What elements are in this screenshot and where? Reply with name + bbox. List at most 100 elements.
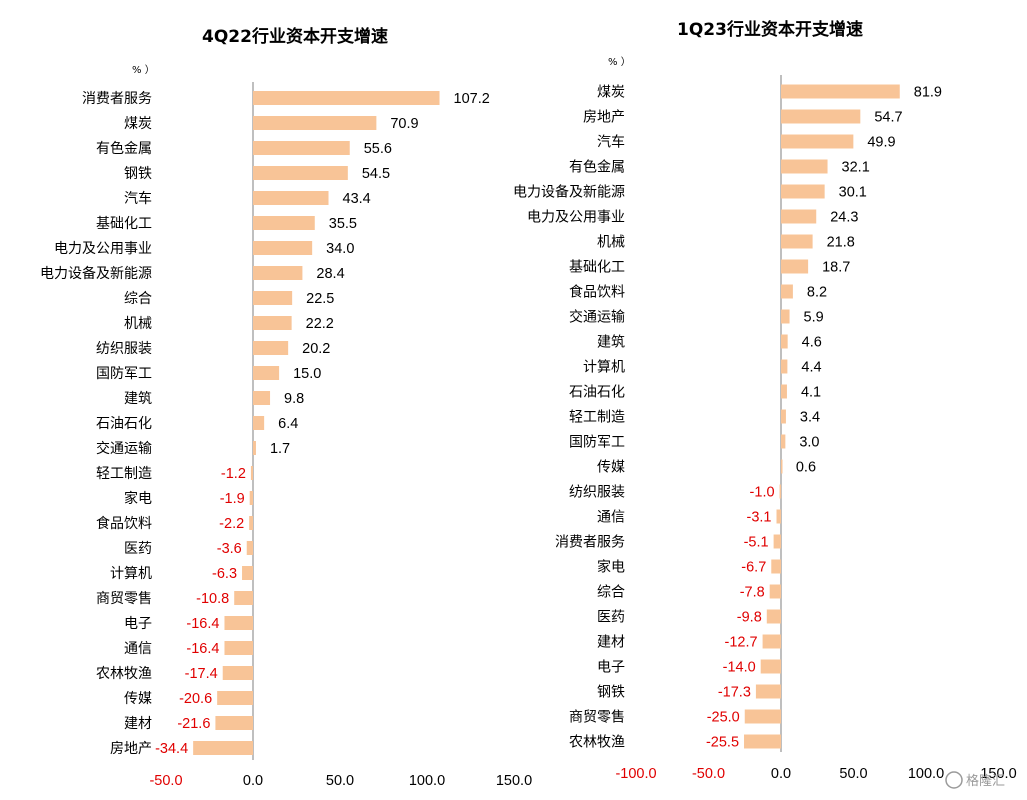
data-label: 70.9: [390, 116, 418, 132]
data-label: 4.6: [802, 335, 822, 351]
category-label: 煤炭: [597, 85, 625, 101]
bar: [771, 559, 781, 574]
category-label: 电力设备及新能源: [513, 184, 625, 201]
bar: [253, 266, 303, 280]
bar: [781, 84, 900, 99]
category-label: 纺织服装: [569, 485, 625, 501]
data-label: 30.1: [839, 185, 867, 201]
bar: [242, 566, 253, 580]
data-label: -3.6: [217, 541, 242, 557]
x-tick-label: 150.0: [496, 773, 532, 789]
bar: [781, 334, 788, 349]
category-label: 有色金属: [96, 140, 152, 157]
x-tick-label: 100.0: [908, 766, 944, 782]
data-label: -17.4: [185, 666, 218, 682]
data-label: 1.7: [270, 441, 290, 457]
bar: [249, 491, 253, 505]
bar: [744, 734, 781, 749]
data-label: 6.4: [278, 416, 298, 432]
bar: [781, 159, 828, 174]
data-label: 15.0: [293, 366, 321, 382]
watermark-text: 格隆汇: [966, 773, 1005, 789]
data-label: -14.0: [723, 660, 756, 676]
bar: [253, 116, 377, 130]
category-label: 轻工制造: [569, 410, 625, 426]
data-label: 22.2: [306, 316, 334, 332]
data-label: 4.1: [801, 385, 821, 401]
bar: [249, 516, 253, 530]
bar: [769, 584, 781, 599]
category-label: 商贸零售: [96, 591, 152, 607]
data-label: 54.7: [874, 110, 902, 126]
data-label: 3.0: [799, 435, 819, 451]
data-label: 54.5: [362, 166, 390, 182]
chart-4q22: 4Q22行业资本开支增速 % ） 消费者服务 107.2 煤炭 70.9 有色金属 55.…: [40, 26, 532, 789]
bar: [253, 241, 313, 255]
bar: [253, 366, 280, 380]
data-label: 18.7: [822, 260, 850, 276]
category-label: 综合: [597, 585, 625, 601]
bar: [781, 284, 793, 299]
x-tick-label: 50.0: [839, 766, 867, 782]
bar: [781, 209, 817, 224]
data-label: -7.8: [740, 585, 765, 601]
bar: [781, 109, 861, 124]
chart-1q23: 1Q23行业资本开支增速 % ） 煤炭 81.9 房地产 54.7 汽车 49.9 有色金属…: [513, 19, 1017, 782]
data-label: -9.8: [737, 610, 762, 626]
category-label: 基础化工: [569, 259, 625, 276]
data-label: -6.3: [212, 566, 237, 582]
bar: [766, 609, 781, 624]
category-label: 交通运输: [96, 440, 152, 457]
category-label: 传媒: [124, 691, 152, 707]
category-label: 汽车: [124, 190, 152, 207]
bar: [234, 591, 253, 605]
chart-title: 4Q22行业资本开支增速: [202, 26, 388, 47]
category-label: 电力设备及新能源: [40, 265, 152, 282]
chart-title: 1Q23行业资本开支增速: [677, 19, 863, 40]
category-label: 房地产: [583, 110, 625, 126]
bar: [755, 684, 781, 699]
category-label: 通信: [124, 641, 152, 657]
category-label: 综合: [124, 291, 152, 307]
x-tick-label: 50.0: [326, 773, 354, 789]
bar: [222, 666, 253, 680]
unit-value: %: [132, 65, 142, 76]
data-label: 4.4: [801, 360, 821, 376]
data-label: -20.6: [179, 691, 212, 707]
bar: [781, 409, 786, 424]
bar: [781, 134, 854, 149]
bar: [773, 534, 781, 549]
x-tick-label: -50.0: [149, 773, 182, 789]
data-label: 8.2: [807, 285, 827, 301]
category-label: 建筑: [124, 391, 152, 407]
bar: [253, 341, 289, 355]
category-label: 消费者服务: [82, 91, 152, 107]
category-label: 家电: [124, 490, 152, 507]
data-label: -21.6: [177, 716, 210, 732]
x-tick-label: 100.0: [409, 773, 445, 789]
category-label: 传媒: [597, 460, 625, 476]
category-label: 食品饮料: [569, 284, 625, 301]
bar: [217, 691, 253, 705]
data-label: -10.8: [196, 591, 229, 607]
data-label: -25.5: [706, 735, 739, 751]
data-label: -5.1: [744, 535, 769, 551]
bar: [781, 359, 788, 374]
category-label: 食品饮料: [96, 515, 152, 532]
category-label: 汽车: [597, 134, 625, 151]
bar: [253, 91, 440, 105]
data-label: 107.2: [454, 91, 490, 107]
data-label: 0.6: [796, 460, 816, 476]
bar: [781, 259, 809, 274]
category-label: 消费者服务: [555, 535, 625, 551]
bar: [253, 291, 293, 305]
category-label: 基础化工: [96, 215, 152, 232]
data-label: 5.9: [804, 310, 824, 326]
bar: [253, 441, 256, 455]
category-label: 农林牧渔: [569, 735, 625, 751]
x-tick-label: -50.0: [692, 766, 725, 782]
category-label: 房地产: [110, 741, 152, 757]
watermark-logo-icon: [945, 771, 963, 789]
bar: [250, 466, 253, 480]
